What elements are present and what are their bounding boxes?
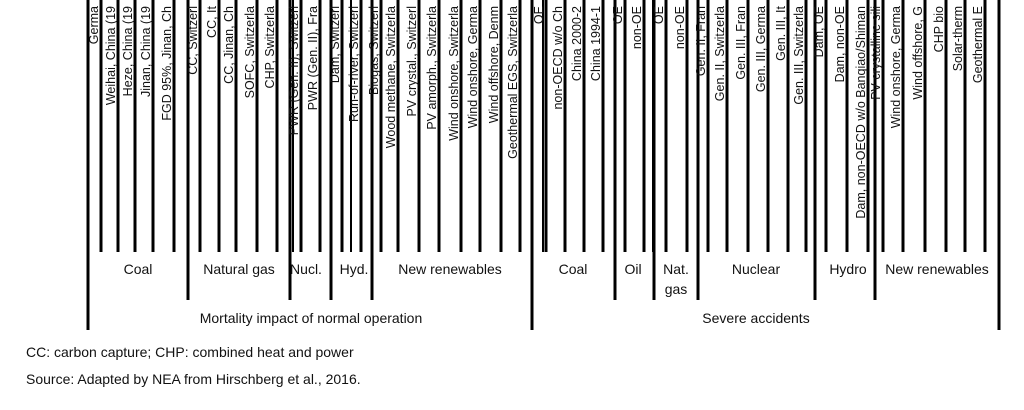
category-label: OE bbox=[611, 6, 625, 24]
category-label: CC, It bbox=[205, 5, 219, 37]
group-label: Hydro bbox=[829, 261, 867, 277]
category-label: Geothermal EGS, Switzerla bbox=[506, 6, 520, 159]
category-label: non-OECD w/o Ch bbox=[551, 6, 565, 110]
category-label: CHP, Switzerla bbox=[263, 6, 277, 88]
group-label: Nucl. bbox=[290, 261, 322, 277]
group-label: Natural gas bbox=[203, 261, 275, 277]
category-label: Gen. II, Fran bbox=[694, 6, 708, 76]
category-label: Run-of-river, Switzerl bbox=[347, 6, 361, 122]
category-label: Weihai, China (19 bbox=[104, 6, 118, 105]
category-label: PV crystal., Switzerl bbox=[405, 6, 419, 116]
category-label: China 2000-2 bbox=[570, 6, 584, 81]
category-label: Solar-therm bbox=[951, 6, 965, 71]
category-label: Heze, China (19 bbox=[121, 6, 135, 96]
category-label: Jinan, China (19 bbox=[139, 6, 153, 97]
category-label: Gen. III, Fran bbox=[734, 6, 748, 80]
section-label: Severe accidents bbox=[702, 310, 809, 326]
category-label: PWR (Gen. II), Fra bbox=[306, 6, 320, 110]
category-label: Wind onshore, Germa bbox=[466, 6, 480, 128]
group-label: gas bbox=[665, 281, 688, 297]
category-label: non-OE bbox=[673, 6, 687, 49]
category-label: PV amorph., Switzerla bbox=[425, 6, 439, 130]
category-label: OE bbox=[532, 6, 546, 24]
category-label: Wind onshore, Switzerla bbox=[447, 6, 461, 141]
category-label: non-OE bbox=[630, 6, 644, 49]
category-label: Germa bbox=[87, 6, 101, 44]
source-note: Source: Adapted by NEA from Hirschberg e… bbox=[26, 371, 361, 387]
category-label: Gen. II, Switzerla bbox=[713, 6, 727, 101]
section-label: Mortality impact of normal operation bbox=[200, 310, 423, 326]
category-label: Geothermal E bbox=[971, 6, 985, 83]
category-label: Wood methane, Switzerla bbox=[384, 6, 398, 148]
category-label: Dam, Switzerl bbox=[328, 6, 342, 83]
category-label: Gen. III, Germa bbox=[754, 6, 768, 92]
category-label: CC, Jinan, Ch bbox=[222, 6, 236, 84]
category-label: Dam, non-OECD w/o Banqiao/Shiman bbox=[854, 6, 868, 219]
category-label: Wind offshore, Denm bbox=[487, 6, 501, 123]
category-label: PV crystalline sili bbox=[869, 6, 883, 100]
category-label: SOFC, Switzerla bbox=[243, 6, 257, 98]
category-label: PWR (Gen. II), Switzerl bbox=[287, 6, 301, 135]
category-label: Dam, non-OE bbox=[833, 6, 847, 82]
group-label: Coal bbox=[124, 261, 153, 277]
category-label: Wind onshore, Germa bbox=[889, 6, 903, 128]
category-label: FGD 95%, Jinan, Ch bbox=[160, 6, 174, 121]
category-label: CHP bio bbox=[932, 6, 946, 52]
abbreviation-note: CC: carbon capture; CHP: combined heat a… bbox=[26, 344, 354, 360]
category-label: Biogas, Switzerl bbox=[367, 6, 381, 95]
group-label: Oil bbox=[624, 261, 641, 277]
category-label: Wind offshore, G bbox=[911, 6, 925, 100]
group-label: Nat. bbox=[663, 261, 689, 277]
group-label: Hyd. bbox=[340, 261, 369, 277]
category-label: China 1994-1 bbox=[589, 6, 603, 81]
group-label: Coal bbox=[559, 261, 588, 277]
group-label: Nuclear bbox=[732, 261, 781, 277]
group-label: New renewables bbox=[398, 261, 502, 277]
category-label: Gen. III, Switzerla bbox=[792, 6, 806, 105]
category-label: CC, Switzerl bbox=[186, 6, 200, 75]
group-label: New renewables bbox=[885, 261, 989, 277]
category-label: Gen. III, It bbox=[774, 5, 788, 60]
category-label: Dam, OE bbox=[812, 6, 826, 57]
category-label: OE bbox=[652, 6, 666, 24]
